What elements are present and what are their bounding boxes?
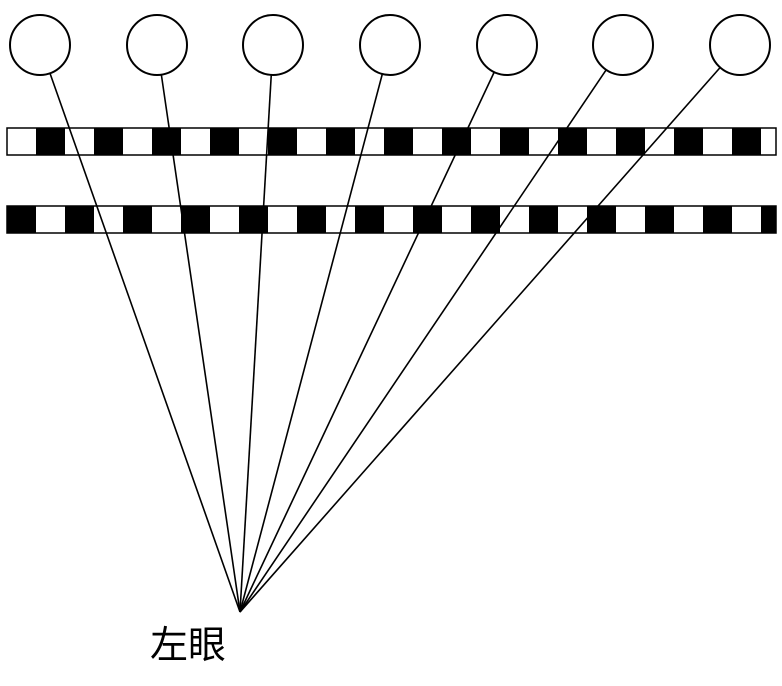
source-circle-0 (10, 15, 70, 75)
barrier-strip-1-cells (36, 128, 761, 155)
source-circle-4 (477, 15, 537, 75)
source-circle-6 (710, 15, 770, 75)
source-circle-3 (360, 15, 420, 75)
source-circle-2 (243, 15, 303, 75)
barrier-strip-2-cells (7, 206, 782, 233)
source-circle-1 (127, 15, 187, 75)
left-eye-label: 左眼 (150, 614, 226, 669)
source-circle-5 (593, 15, 653, 75)
